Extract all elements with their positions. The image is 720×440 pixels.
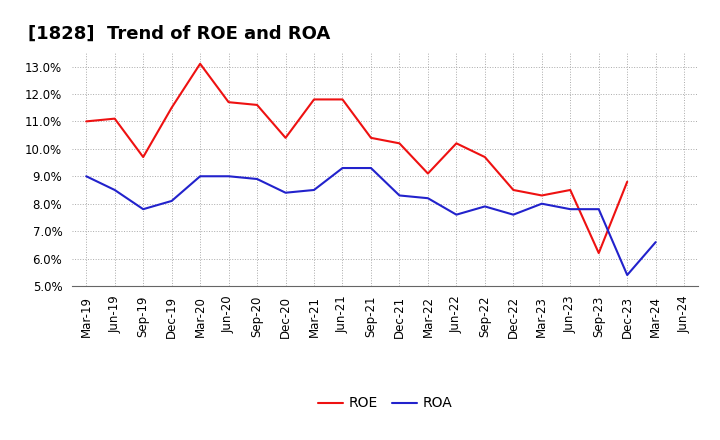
ROE [110, 116, 119, 121]
ROE [310, 97, 318, 102]
ROA [537, 201, 546, 206]
ROA [395, 193, 404, 198]
ROE [82, 119, 91, 124]
ROA [196, 174, 204, 179]
ROA [509, 212, 518, 217]
ROA [253, 176, 261, 182]
ROE [282, 135, 290, 140]
ROA [366, 165, 375, 171]
Legend: ROE, ROA: ROE, ROA [312, 391, 458, 416]
ROA [423, 195, 432, 201]
ROE [253, 102, 261, 107]
ROA [623, 272, 631, 278]
ROE [338, 97, 347, 102]
ROE [395, 141, 404, 146]
ROE [167, 105, 176, 110]
ROA [652, 239, 660, 245]
ROE [225, 99, 233, 105]
ROA [480, 204, 489, 209]
ROA [566, 206, 575, 212]
ROA [82, 174, 91, 179]
ROA [338, 165, 347, 171]
ROA [167, 198, 176, 204]
ROA [595, 206, 603, 212]
ROE [537, 193, 546, 198]
ROE [566, 187, 575, 193]
ROE [623, 179, 631, 184]
Text: [1828]  Trend of ROE and ROA: [1828] Trend of ROE and ROA [28, 25, 330, 43]
Line: ROA: ROA [86, 168, 656, 275]
ROA [225, 174, 233, 179]
ROE [595, 250, 603, 256]
ROE [139, 154, 148, 160]
ROA [139, 206, 148, 212]
ROA [452, 212, 461, 217]
ROE [196, 61, 204, 66]
Line: ROE: ROE [86, 64, 627, 253]
ROA [110, 187, 119, 193]
ROE [452, 141, 461, 146]
ROA [282, 190, 290, 195]
ROA [310, 187, 318, 193]
ROE [509, 187, 518, 193]
ROE [423, 171, 432, 176]
ROE [480, 154, 489, 160]
ROE [366, 135, 375, 140]
